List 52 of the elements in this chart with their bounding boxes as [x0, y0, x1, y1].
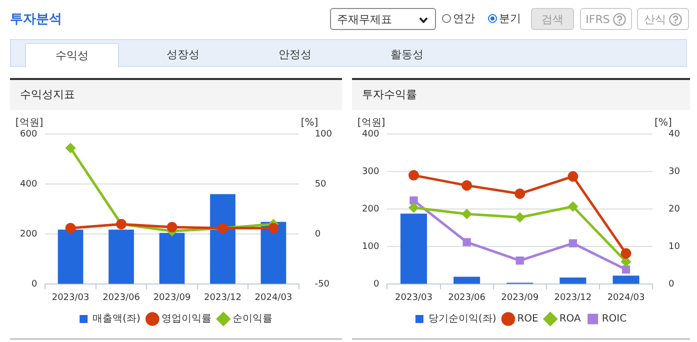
- y-tick-label: 200: [20, 229, 38, 240]
- y-tick-label: 300: [362, 166, 380, 177]
- text: 활동성: [390, 47, 424, 63]
- text: 수익성: [25, 43, 119, 68]
- y2-axis-title: [%]: [654, 118, 672, 129]
- y2-tick-label: 10: [668, 242, 680, 252]
- legend-label: ROE: [517, 314, 538, 325]
- x-tick-label: 2023/12: [554, 292, 592, 303]
- chart-title: 투자수익률: [352, 80, 690, 110]
- x-tick-label: 2023/09: [501, 292, 539, 303]
- y2-axis-title: [%]: [300, 118, 318, 129]
- text: 투자분석: [10, 11, 62, 28]
- y-tick-label: 400: [20, 179, 38, 190]
- y-tick-label: 0: [373, 280, 380, 290]
- y-tick-label: 0: [31, 280, 38, 290]
- legend-label: 매출액(좌): [92, 314, 140, 325]
- text: 검색: [531, 8, 574, 30]
- text: 안정성: [278, 47, 312, 63]
- y2-tick-label: 20: [668, 204, 680, 214]
- y2-tick-label: 50: [314, 179, 327, 190]
- y2-tick-label: 0: [668, 280, 675, 290]
- y2-tick-label: 30: [668, 166, 680, 177]
- legend-label: ROIC: [602, 314, 627, 325]
- text: IFRS: [580, 8, 632, 30]
- y-axis-title: [억원]: [357, 118, 386, 129]
- y2-tick-label: 100: [314, 129, 332, 140]
- text: 성장성: [166, 47, 200, 63]
- x-tick-label: 2023/06: [102, 292, 140, 303]
- legend-label: ROA: [559, 314, 581, 325]
- x-tick-label: 2023/03: [395, 292, 432, 303]
- x-tick-label: 2023/06: [448, 292, 486, 303]
- y-tick-label: 200: [362, 204, 380, 214]
- chart-title: 수익성지표: [10, 80, 342, 110]
- text: 연간: [452, 11, 476, 27]
- text: 주재무제표: [330, 8, 436, 30]
- legend-label: 순이익률: [232, 314, 272, 325]
- legend-label: 당기순이익(좌): [428, 314, 496, 325]
- y2-tick-label: -50: [314, 280, 330, 290]
- y2-tick-label: 0: [314, 229, 321, 240]
- legend-label: 영업이익률: [161, 314, 212, 325]
- x-tick-label: 2024/03: [254, 292, 292, 303]
- y-tick-label: 600: [20, 129, 38, 140]
- y2-tick-label: 40: [668, 129, 680, 140]
- y-tick-label: 100: [362, 242, 380, 252]
- text: 분기: [498, 11, 522, 27]
- y-tick-label: 400: [362, 129, 380, 140]
- x-tick-label: 2023/09: [153, 292, 191, 303]
- text: 산식: [637, 8, 689, 30]
- x-tick-label: 2023/03: [52, 292, 90, 303]
- x-tick-label: 2024/03: [607, 292, 645, 303]
- x-tick-label: 2023/12: [204, 292, 242, 303]
- y-axis-title: [억원]: [15, 118, 44, 129]
